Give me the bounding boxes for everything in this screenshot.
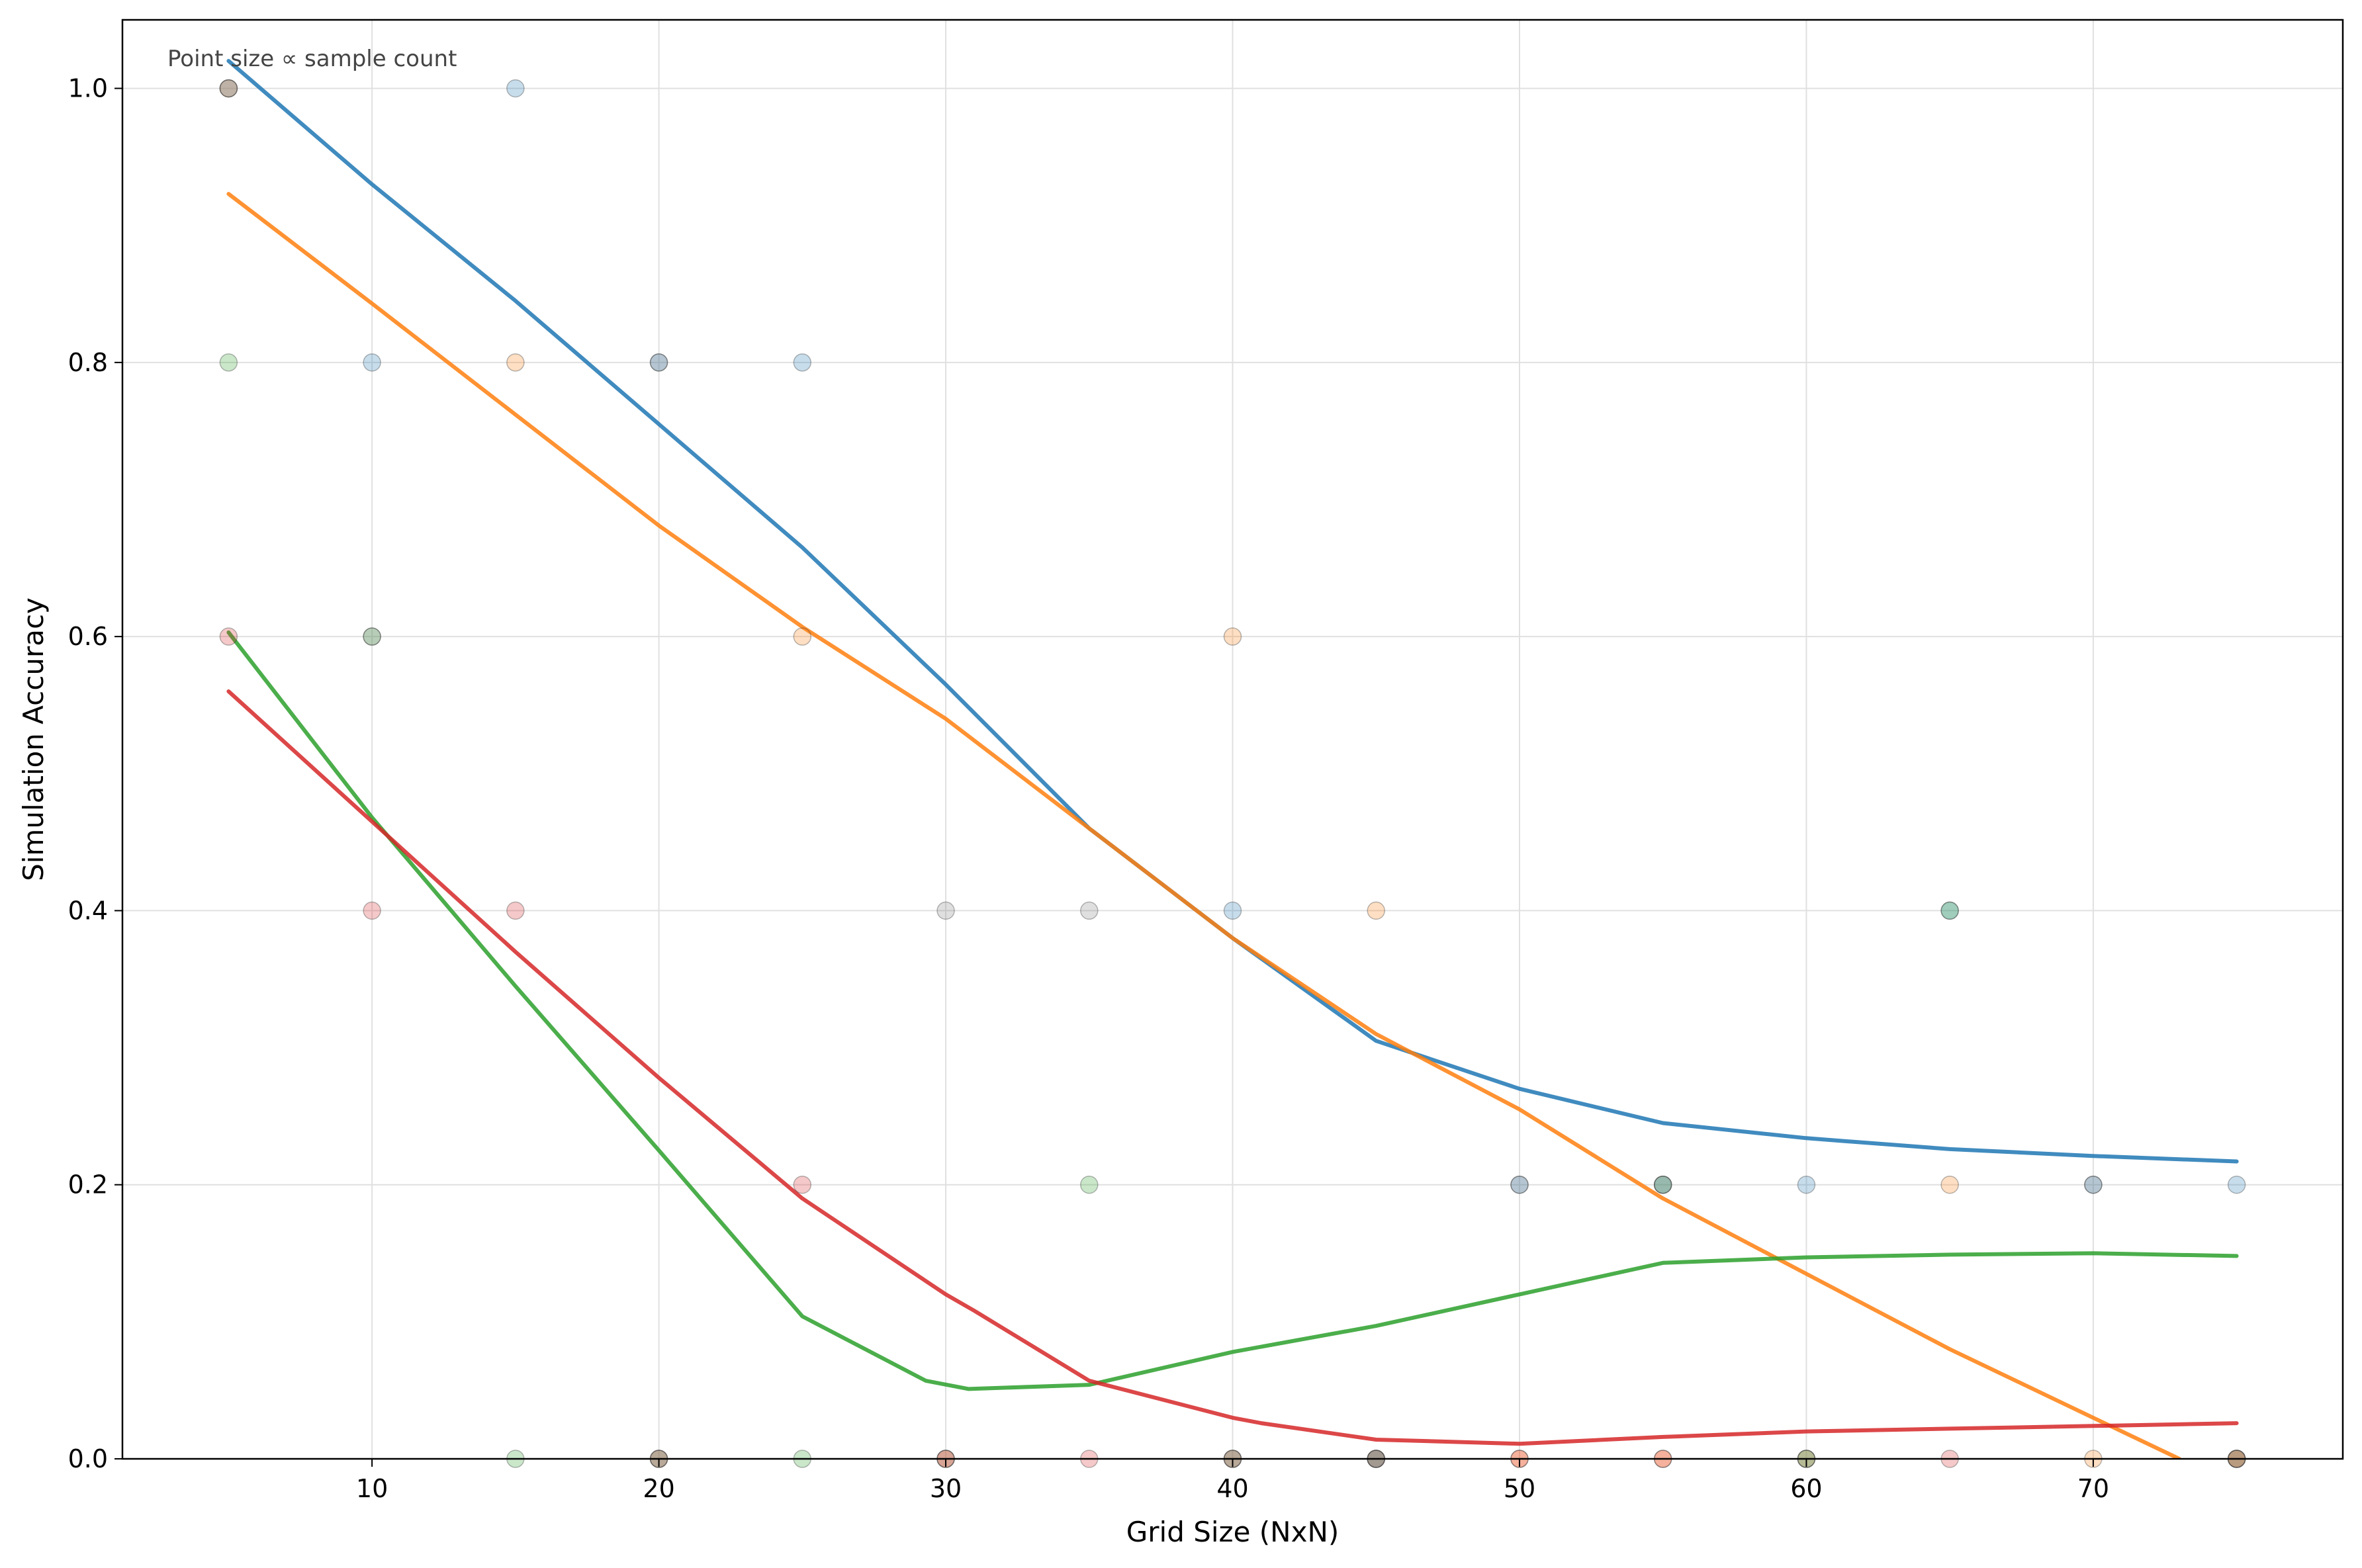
scatter-point (363, 627, 381, 646)
y-tick-label: 0.6 (68, 622, 108, 651)
scatter-point (1653, 1175, 1672, 1194)
scatter-point (2084, 1175, 2103, 1194)
scatter-point (649, 353, 668, 372)
grid-layer (122, 20, 2343, 1459)
annotation-text: Point size ∝ sample count (167, 46, 457, 72)
x-tick-label: 40 (1216, 1474, 1248, 1503)
scatter-point (793, 1175, 812, 1194)
x-tick-label: 10 (356, 1474, 388, 1503)
y-axis-label: Simulation Accuracy (17, 597, 50, 881)
trend-line-3 (226, 689, 2239, 1446)
trend-lines (226, 59, 2239, 1459)
scatter-point (506, 353, 525, 372)
x-tick-label: 20 (643, 1474, 674, 1503)
scatter-point (1223, 627, 1242, 646)
y-tick-label: 1.0 (68, 74, 108, 103)
x-tick-label: 60 (1790, 1474, 1822, 1503)
y-tick-label: 0.2 (68, 1170, 108, 1199)
y-tick-label: 0.8 (68, 348, 108, 377)
scatter-point (793, 353, 812, 372)
trend-line-2 (226, 630, 2239, 1391)
scatter-point (2084, 1175, 2103, 1194)
scatter-point (1940, 901, 1959, 920)
scatter-point (1080, 1175, 1099, 1194)
trend-line-1 (226, 192, 2181, 1459)
scatter-point (1940, 901, 1959, 920)
x-tick-label: 50 (1504, 1474, 1535, 1503)
scatter-point (1653, 1175, 1672, 1194)
scatter-point (506, 79, 525, 98)
y-tick-label: 0.4 (68, 896, 108, 925)
scatter-point (1653, 1175, 1672, 1194)
scatter-point (219, 79, 238, 98)
scatter-point (649, 353, 668, 372)
scatter-point (936, 901, 955, 920)
axis-ticks: 10 20 30 40 50 60 70 0.0 0.2 0.4 0.6 0.8 1.0 (68, 74, 2110, 1503)
scatter-point (1510, 1175, 1529, 1194)
scatter-point (219, 79, 238, 98)
x-axis-label: Grid Size (NxN) (1126, 1516, 1340, 1548)
scatter-point (363, 627, 381, 646)
scatter-point (219, 353, 238, 372)
x-tick-label: 70 (2077, 1474, 2109, 1503)
scatter-point (506, 901, 525, 920)
y-tick-label: 0.0 (68, 1444, 108, 1473)
x-tick-label: 30 (930, 1474, 962, 1503)
scatter-point (1797, 1175, 1816, 1194)
scatter-point (2227, 1175, 2246, 1194)
scatter-point (1510, 1175, 1529, 1194)
scatter-point (1367, 901, 1385, 920)
scatter-point (1940, 1175, 1959, 1194)
scatter-point (363, 901, 381, 920)
scatter-point (219, 627, 238, 646)
scatter-point (363, 353, 381, 372)
scatter-point (793, 627, 812, 646)
scatter-point (1223, 901, 1242, 920)
scatter-point (219, 79, 238, 98)
scatter-point (1080, 901, 1099, 920)
